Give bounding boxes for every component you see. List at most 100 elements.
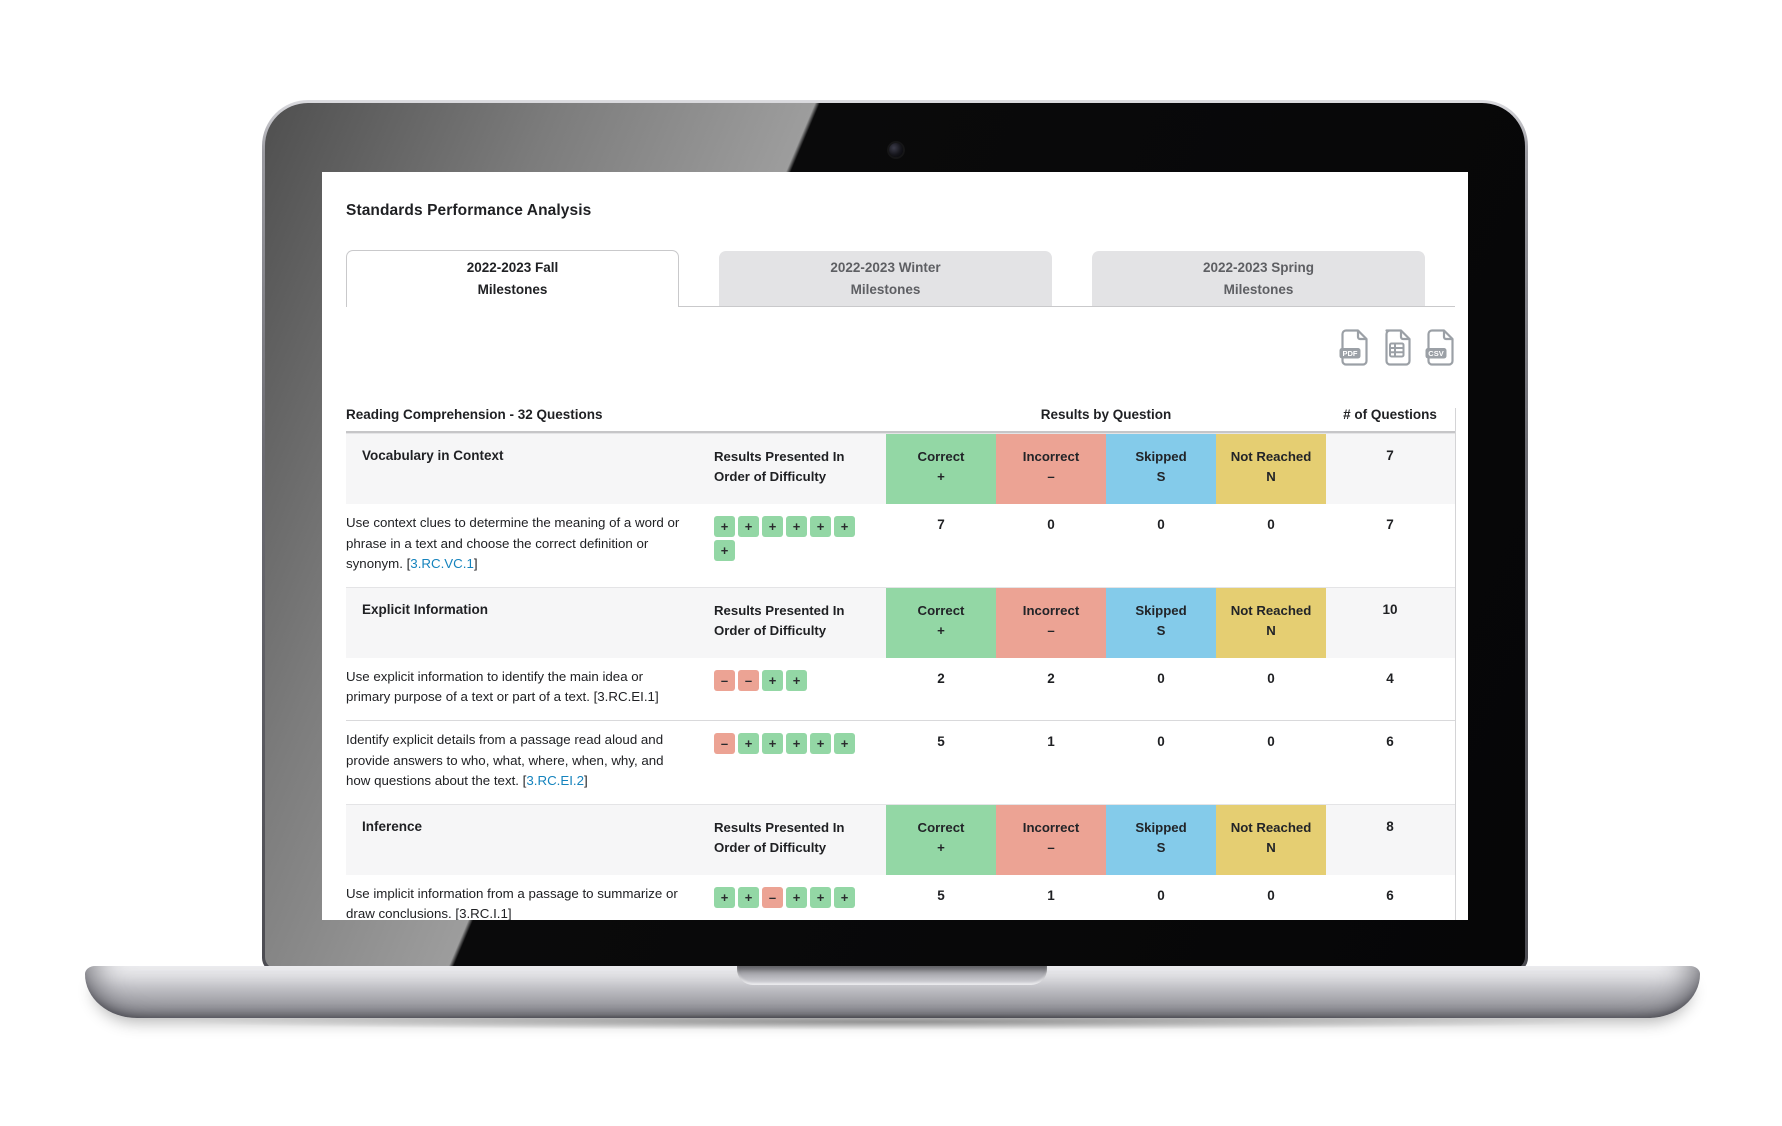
incorrect-tile: – bbox=[762, 886, 783, 908]
correct-tile: + bbox=[810, 886, 831, 908]
order-header-line1: Results Presented In bbox=[714, 819, 845, 835]
column-symbol: + bbox=[937, 469, 945, 485]
not-reached-count: 0 bbox=[1267, 734, 1275, 750]
correct-count: 5 bbox=[937, 734, 945, 750]
correct-tile: + bbox=[834, 733, 855, 755]
standard-description: Use context clues to determine the meani… bbox=[346, 515, 680, 572]
column-header-correct: Correct + bbox=[886, 587, 996, 658]
correct-tile: + bbox=[810, 516, 831, 537]
incorrect-count: 1 bbox=[1047, 734, 1055, 750]
correct-tile: + bbox=[738, 733, 759, 755]
correct-tile: + bbox=[714, 540, 735, 561]
column-label: Incorrect bbox=[1022, 449, 1080, 464]
correct-tile: + bbox=[762, 516, 783, 537]
result-tiles: – + + + + + bbox=[714, 730, 864, 792]
correct-tile: + bbox=[834, 516, 855, 537]
correct-count: 2 bbox=[937, 670, 945, 686]
standard-code: 3.RC.EI.1 bbox=[597, 689, 655, 705]
tab-label-line2: Milestones bbox=[1223, 281, 1294, 297]
column-header-incorrect: Incorrect – bbox=[996, 587, 1106, 658]
result-tiles: – – + + bbox=[714, 667, 864, 708]
column-label: Not Reached bbox=[1230, 819, 1312, 835]
screen: Standards Performance Analysis 2022-2023… bbox=[322, 172, 1468, 920]
column-label: Skipped bbox=[1135, 602, 1187, 618]
standards-table: Vocabulary in Context Results Presented I… bbox=[346, 433, 1455, 920]
column-header-correct: Correct + bbox=[886, 804, 996, 875]
standard-code: 3.RC.I.1 bbox=[459, 906, 508, 920]
section-header-row: Explicit Information Results Presented In… bbox=[346, 586, 1455, 658]
tab-winter-milestones[interactable]: 2022-2023 Winter Milestones bbox=[719, 251, 1052, 306]
column-label: Not Reached bbox=[1230, 602, 1312, 618]
column-symbol: N bbox=[1266, 623, 1276, 639]
column-symbol: N bbox=[1266, 840, 1276, 856]
standard-row: Use explicit information to identify the… bbox=[346, 657, 1455, 721]
tab-spring-milestones[interactable]: 2022-2023 Spring Milestones bbox=[1092, 251, 1425, 306]
not-reached-count: 0 bbox=[1267, 517, 1275, 532]
standard-code[interactable]: 3.RC.VC.1 bbox=[410, 556, 474, 572]
standards-performance-app: Standards Performance Analysis 2022-2023… bbox=[322, 172, 1468, 920]
correct-count: 5 bbox=[937, 887, 945, 903]
section-title: Inference bbox=[362, 818, 423, 834]
csv-label: CSV bbox=[1428, 349, 1443, 358]
correct-tile: + bbox=[738, 516, 759, 537]
column-header-skipped: Skipped S bbox=[1106, 804, 1216, 875]
column-header-correct: Correct + bbox=[886, 434, 996, 504]
correct-tile: + bbox=[810, 733, 831, 755]
section-question-count: 10 bbox=[1382, 601, 1398, 617]
section-title: Explicit Information bbox=[362, 601, 489, 617]
column-symbol: N bbox=[1266, 469, 1276, 485]
not-reached-count: 0 bbox=[1267, 887, 1275, 903]
correct-tile: + bbox=[762, 669, 783, 691]
total-count: 6 bbox=[1386, 734, 1394, 750]
section-header-row: Vocabulary in Context Results Presented I… bbox=[346, 433, 1455, 504]
tab-label-line1: 2022-2023 Fall bbox=[466, 260, 559, 276]
tab-fall-milestones[interactable]: 2022-2023 Fall Milestones bbox=[346, 250, 679, 307]
skipped-count: 0 bbox=[1157, 734, 1165, 750]
correct-count: 7 bbox=[937, 517, 945, 532]
correct-tile: + bbox=[786, 886, 807, 908]
incorrect-tile: – bbox=[714, 733, 735, 755]
correct-tile: + bbox=[714, 516, 735, 537]
column-symbol: + bbox=[937, 840, 945, 856]
column-label: Incorrect bbox=[1022, 819, 1080, 835]
incorrect-count: 1 bbox=[1047, 887, 1055, 903]
correct-tile: + bbox=[762, 733, 783, 755]
column-symbol: S bbox=[1156, 840, 1166, 856]
order-of-difficulty-header: Results Presented In Order of Difficulty bbox=[714, 588, 886, 658]
pdf-export-icon[interactable]: PDF bbox=[1339, 328, 1369, 366]
standard-description: Use explicit information to identify the… bbox=[346, 668, 659, 705]
page-title: Standards Performance Analysis bbox=[346, 202, 592, 219]
milestone-tabs: 2022-2023 Fall Milestones 2022-2023 Wint… bbox=[346, 250, 1455, 307]
laptop-lid: Standards Performance Analysis 2022-2023… bbox=[262, 100, 1528, 972]
column-header-incorrect: Incorrect – bbox=[996, 804, 1106, 875]
column-header-skipped: Skipped S bbox=[1106, 587, 1216, 658]
section-question-count: 7 bbox=[1386, 448, 1394, 463]
incorrect-count: 2 bbox=[1047, 670, 1055, 686]
order-header-line2: Order of Difficulty bbox=[714, 839, 827, 855]
table-export-icon[interactable] bbox=[1382, 328, 1412, 366]
subject-question-count: Reading Comprehension - 32 Questions bbox=[346, 407, 603, 422]
content-right-divider bbox=[1455, 408, 1456, 920]
standard-code[interactable]: 3.RC.EI.2 bbox=[526, 773, 585, 789]
column-symbol: S bbox=[1156, 623, 1166, 639]
export-toolbar: PDF CSV bbox=[346, 327, 1455, 367]
order-header-line1: Results Presented In bbox=[714, 602, 845, 618]
correct-tile: + bbox=[786, 733, 807, 755]
total-count: 4 bbox=[1386, 670, 1394, 686]
csv-export-icon[interactable]: CSV bbox=[1425, 328, 1455, 366]
column-symbol: – bbox=[1047, 840, 1055, 856]
column-label: Correct bbox=[917, 602, 965, 618]
skipped-count: 0 bbox=[1157, 670, 1165, 686]
skipped-count: 0 bbox=[1157, 887, 1165, 903]
column-label: Skipped bbox=[1135, 819, 1187, 835]
order-header-line2: Order of Difficulty bbox=[714, 468, 827, 484]
section-question-count: 8 bbox=[1386, 818, 1394, 834]
correct-tile: + bbox=[786, 516, 807, 537]
column-symbol: – bbox=[1047, 623, 1055, 639]
tab-label-line2: Milestones bbox=[850, 281, 921, 297]
correct-tile: + bbox=[834, 886, 855, 908]
order-of-difficulty-header: Results Presented In Order of Difficulty bbox=[714, 434, 886, 504]
tab-label-line2: Milestones bbox=[477, 282, 548, 297]
column-label: Correct bbox=[917, 819, 965, 835]
